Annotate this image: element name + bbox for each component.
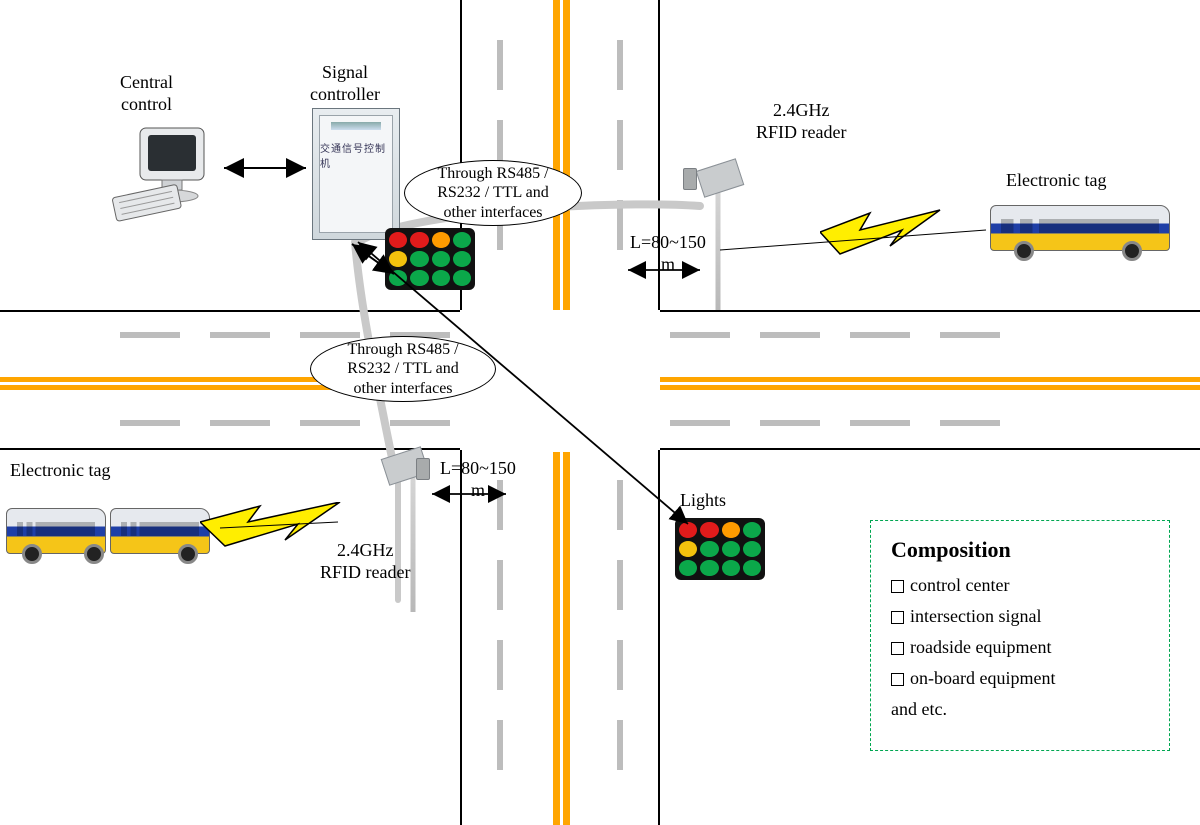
lane-dash [617, 40, 623, 90]
lane-dash [850, 332, 910, 338]
lane-dash [617, 720, 623, 770]
rfid-reader-label-top: 2.4GHz RFID reader [756, 100, 846, 143]
median-v-top-right [563, 0, 570, 310]
lane-dash [760, 332, 820, 338]
legend-item: intersection signal [891, 606, 1149, 627]
lane-dash [497, 560, 503, 610]
electronic-tag-label-right: Electronic tag [1006, 170, 1106, 192]
legend-item: roadside equipment [891, 637, 1149, 658]
median-h-right-a [660, 377, 1200, 382]
rfid-reader-label-bottom: 2.4GHz RFID reader [320, 540, 410, 583]
lane-dash [670, 332, 730, 338]
checkbox-icon [891, 642, 904, 655]
bus-left [6, 498, 216, 570]
lane-dash [670, 420, 730, 426]
distance-label-top: L=80~150 m [630, 232, 706, 275]
electronic-tag-label-left: Electronic tag [10, 460, 110, 482]
signal-controller-label: Signal controller [310, 62, 380, 105]
lane-dash [120, 420, 180, 426]
signal-controller-box: 交通信号控制机 [312, 108, 400, 240]
lane-dash [617, 560, 623, 610]
lane-dash [497, 720, 503, 770]
traffic-lights-bottom [675, 518, 765, 580]
legend-item: control center [891, 575, 1149, 596]
lane-dash [390, 420, 450, 426]
signal-controller-cn: 交通信号控制机 [320, 140, 392, 170]
interface-bubble-bottom: Through RS485 / RS232 / TTL and other in… [310, 336, 496, 402]
lane-dash [210, 332, 270, 338]
lane-dash [617, 640, 623, 690]
lane-dash [760, 420, 820, 426]
rf-bolt-right [820, 208, 960, 258]
median-v-bot-right [563, 452, 570, 825]
lane-dash [210, 420, 270, 426]
lane-dash [497, 40, 503, 90]
rfid-reader-bottom [388, 456, 438, 612]
lane-dash [617, 200, 623, 250]
median-v-bot-left [553, 452, 560, 825]
lane-dash [617, 120, 623, 170]
legend-box: Composition control center intersection … [870, 520, 1170, 751]
median-h-right-b [660, 385, 1200, 390]
lane-dash [300, 332, 360, 338]
lane-dash [940, 332, 1000, 338]
lane-dash [497, 640, 503, 690]
legend-title: Composition [891, 537, 1149, 563]
checkbox-icon [891, 611, 904, 624]
central-control-label: Central control [120, 72, 173, 115]
lane-dash [617, 480, 623, 530]
distance-label-bottom: L=80~150 m [440, 458, 516, 501]
bus-right [990, 195, 1170, 267]
central-control-icon [110, 120, 230, 240]
checkbox-icon [891, 673, 904, 686]
lane-dash [940, 420, 1000, 426]
lane-dash [850, 420, 910, 426]
traffic-lights-top [385, 228, 475, 290]
lights-label: Lights [680, 490, 726, 512]
interface-bubble-top: Through RS485 / RS232 / TTL and other in… [404, 160, 582, 226]
checkbox-icon [891, 580, 904, 593]
median-v-top-left [553, 0, 560, 310]
legend-footer: and etc. [891, 699, 1149, 720]
legend-item: on-board equipment [891, 668, 1149, 689]
lane-dash [300, 420, 360, 426]
lane-dash [120, 332, 180, 338]
